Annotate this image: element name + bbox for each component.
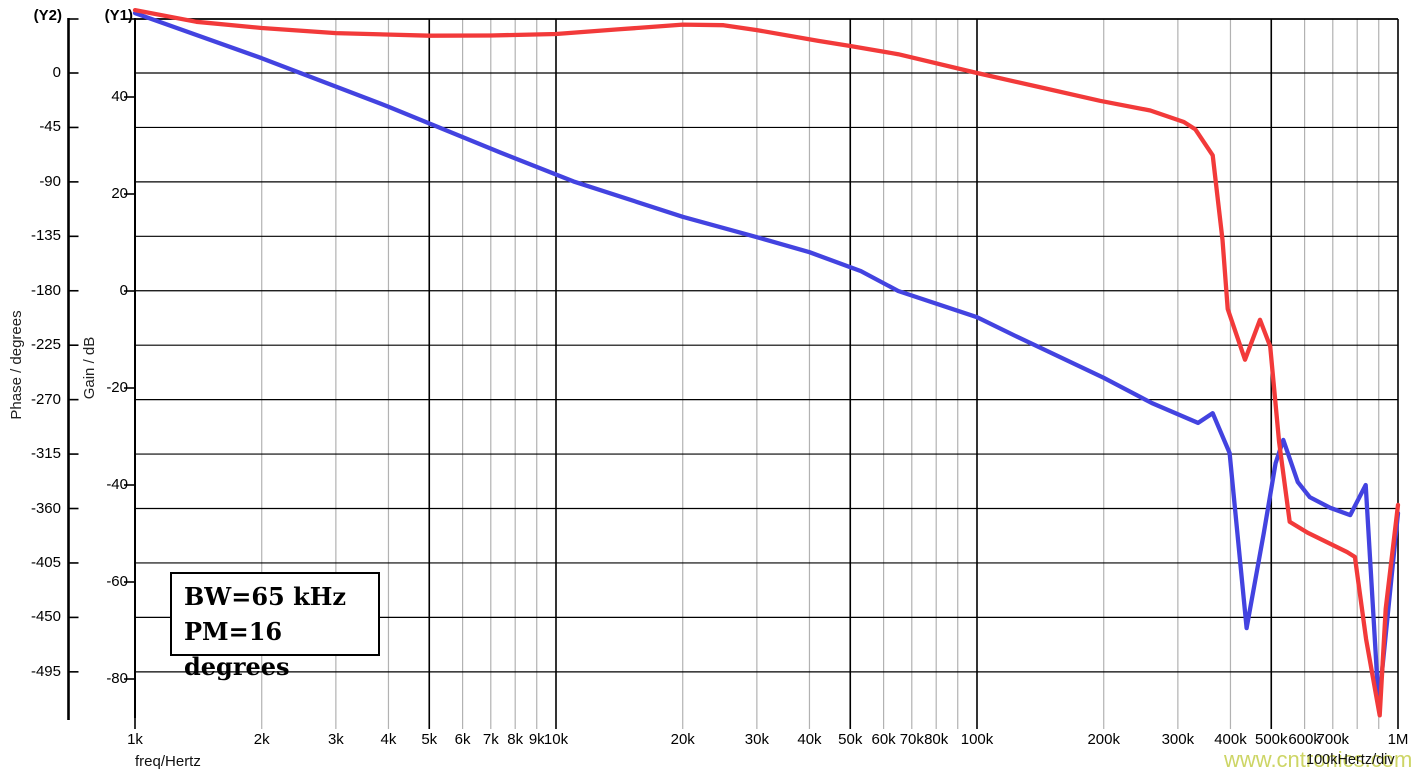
x-tick-label: 700k — [1316, 731, 1350, 748]
x-tick-label: 80k — [924, 731, 949, 748]
y1-tick-label: 40 — [111, 88, 128, 105]
y1-tick-label: -60 — [106, 573, 128, 590]
x-tick-label: 1k — [127, 731, 143, 748]
gain-curve — [132, 10, 1401, 707]
y2-tick-label: -495 — [30, 662, 61, 680]
x-tick-label: 70k — [899, 731, 924, 748]
y2-tick-label: -405 — [30, 553, 61, 571]
x-tick-label: 10k — [543, 731, 569, 748]
y2-tick-label: -270 — [30, 390, 61, 408]
y1-tick-label: -40 — [106, 476, 128, 493]
y2-axis-title: Phase / degrees — [8, 310, 25, 420]
y1-tick-label: -20 — [106, 379, 128, 396]
x-tick-label: 1M — [1387, 731, 1409, 748]
x-tick-label: 20k — [670, 731, 695, 748]
x-tick-label: 9k — [528, 731, 545, 748]
watermark: www.cntronics.com — [1224, 747, 1412, 772]
x-tick-label: 600k — [1288, 731, 1321, 748]
x-tick-label: 8k — [507, 731, 524, 748]
x-tick-label: 40k — [797, 731, 822, 748]
x-tick-label: 400k — [1214, 731, 1247, 748]
x-tick-label: 3k — [327, 731, 344, 748]
y2-tick-label: -135 — [30, 227, 61, 245]
y2-tick-label: -90 — [39, 172, 61, 190]
y1-tick-label: 20 — [111, 185, 128, 202]
x-tick-label: 5k — [421, 731, 438, 748]
scale-per-div-label: 100kHertz/div — [1306, 752, 1395, 768]
x-tick-label: 100k — [960, 731, 994, 748]
annotation-box: BW=65 kHz PM=16 degrees — [170, 572, 380, 681]
y2-axis-name: (Y2) — [33, 7, 62, 24]
x-tick-label: 60k — [871, 731, 896, 748]
y1-tick-label: 0 — [119, 282, 128, 299]
y2-tick-label: -180 — [30, 281, 61, 299]
x-tick-label: 500k — [1255, 731, 1288, 748]
phase-curve — [132, 7, 1401, 718]
y2-tick-label: -360 — [30, 499, 61, 517]
x-axis-title: freq/Hertz — [135, 753, 201, 770]
x-tick-label: 4k — [380, 731, 397, 748]
y2-tick-label: 0 — [52, 64, 61, 81]
y2-tick-label: -315 — [30, 445, 61, 463]
y1-tick-label: -80 — [106, 670, 128, 687]
x-tick-label: 300k — [1161, 731, 1195, 748]
x-tick-label: 50k — [838, 731, 863, 748]
x-tick-label: 200k — [1087, 731, 1120, 748]
annotation-line-bw: BW=65 kHz — [184, 582, 347, 611]
x-tick-label: 30k — [744, 731, 769, 748]
y2-tick-label: -45 — [39, 118, 61, 136]
annotation-line-pm: PM=16 degrees — [184, 617, 290, 681]
x-tick-label: 7k — [482, 731, 499, 748]
x-tick-label: 2k — [253, 731, 270, 748]
x-tick-label: 6k — [454, 731, 471, 748]
y2-tick-label: -225 — [30, 336, 61, 354]
y2-tick-label: -450 — [30, 608, 61, 626]
y1-axis-name: (Y1) — [104, 7, 133, 24]
